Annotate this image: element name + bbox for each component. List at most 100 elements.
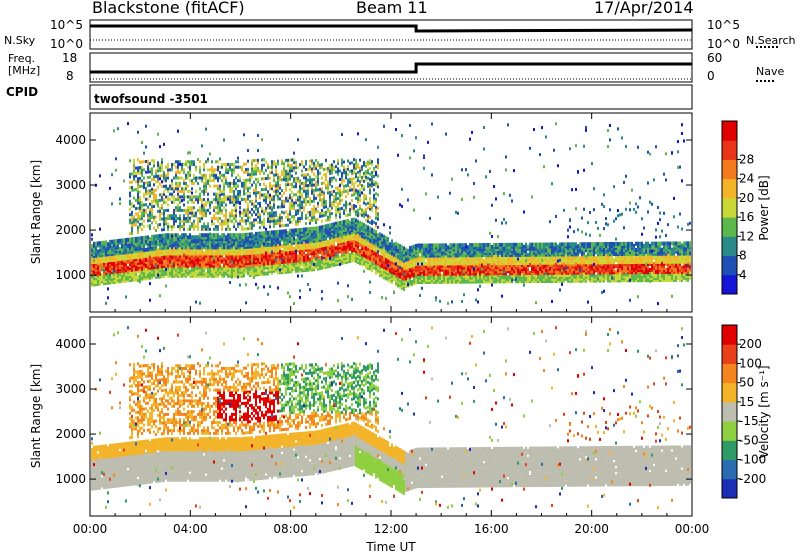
power-cell (207, 243, 209, 248)
power-cell (241, 255, 243, 260)
power-cell (291, 166, 293, 170)
power-cell (177, 237, 179, 242)
power-cell (171, 262, 173, 266)
power-cell (327, 215, 329, 219)
power-cell (175, 243, 177, 248)
power-cell (127, 245, 129, 250)
power-cell (143, 246, 145, 251)
power-cell (147, 245, 149, 250)
power-cell (251, 175, 253, 179)
power-cell (261, 188, 263, 192)
power-cell (143, 186, 145, 190)
power-cell (139, 222, 141, 226)
power-cell (255, 164, 257, 168)
power-cell (167, 227, 169, 231)
power-cell (265, 239, 267, 244)
power-cell (371, 208, 373, 212)
power-cell (177, 259, 179, 264)
power-cell (357, 200, 359, 204)
power-cell (217, 237, 219, 242)
power-cell (203, 265, 205, 270)
power-cell (299, 252, 301, 257)
power-cell (377, 250, 379, 254)
power-cell (319, 258, 321, 263)
power-cell (349, 161, 351, 165)
power-cell (201, 208, 203, 212)
power-cell (211, 237, 213, 242)
power-cell (161, 268, 163, 273)
power-cell (187, 173, 189, 177)
power-cell (389, 254, 391, 259)
power-cell (361, 211, 363, 215)
power-cell (353, 241, 355, 246)
power-cell (257, 258, 259, 263)
power-cell (269, 230, 271, 235)
power-cell (247, 188, 249, 192)
power-cell (99, 245, 101, 250)
power-cell (159, 166, 161, 170)
power-cell (391, 247, 393, 252)
power-cell (185, 245, 187, 250)
power-cell (285, 172, 287, 176)
power-cell (337, 188, 339, 192)
power-cell (215, 273, 217, 278)
power-cell (203, 269, 205, 274)
power-cell (185, 267, 187, 272)
power-cell (271, 195, 273, 199)
power-cell (335, 238, 337, 243)
power-cell (129, 257, 131, 262)
power-cell (229, 211, 231, 215)
power-cell (277, 186, 279, 190)
power-cell (133, 247, 135, 252)
power-cell (171, 245, 173, 250)
power-cell (171, 263, 173, 268)
power-cell (255, 169, 257, 173)
power-cell (289, 263, 291, 268)
power-cell (213, 271, 215, 276)
power-cell (235, 239, 237, 244)
power-cell (355, 250, 357, 255)
power-cell (249, 248, 251, 253)
power-cell (315, 252, 317, 257)
power-cell (195, 225, 197, 229)
power-cell (243, 208, 245, 212)
power-cell (385, 235, 387, 240)
power-cell (309, 247, 311, 252)
power-cell (395, 280, 397, 285)
power-cell (165, 245, 167, 250)
power-cell (145, 259, 147, 264)
power-cell (383, 257, 385, 262)
power-cell (233, 195, 235, 199)
power-cell (253, 242, 255, 247)
power-cell (193, 271, 195, 276)
power-cell (229, 243, 231, 248)
power-cell (381, 255, 383, 260)
power-cell (231, 233, 233, 238)
power-cell (237, 269, 239, 274)
power-cell (137, 240, 139, 245)
power-cell (217, 179, 219, 183)
power-cell (259, 233, 261, 238)
power-cell (229, 255, 231, 260)
power-cell (151, 199, 153, 203)
power-cell (409, 258, 411, 263)
power-cell (169, 263, 171, 268)
power-cell (191, 214, 193, 218)
power-cell (347, 241, 349, 246)
power-cell (209, 235, 211, 240)
power-cell (235, 198, 237, 202)
power-cell (207, 239, 209, 244)
power-cell (365, 246, 367, 251)
power-cell (261, 261, 263, 266)
power-cell (207, 255, 209, 260)
power-cell (183, 259, 185, 264)
power-cell (305, 227, 307, 232)
power-cell (95, 253, 97, 258)
power-cell (259, 261, 261, 266)
power-cell (333, 258, 335, 263)
power-cell (357, 227, 359, 232)
power-cell (113, 255, 115, 260)
power-cell (151, 213, 153, 217)
power-cell (157, 199, 159, 203)
power-cell (261, 138, 263, 142)
